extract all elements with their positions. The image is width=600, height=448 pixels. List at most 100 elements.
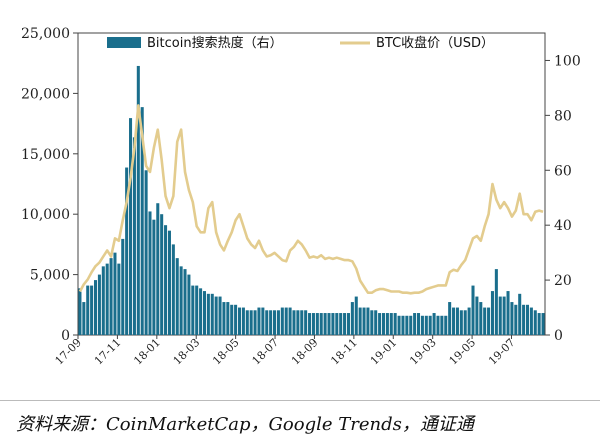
legend-bar-label: Bitcoin搜索热度（右）: [147, 35, 283, 51]
search-volume-bar: [78, 288, 82, 335]
search-volume-bar: [420, 315, 424, 335]
search-volume-bar: [202, 291, 206, 335]
search-volume-bar: [331, 313, 335, 335]
search-volume-bar: [269, 310, 273, 335]
search-volume-bar: [230, 304, 234, 335]
x-axis-tick-label: 18-09: [289, 336, 321, 368]
plot-area: [77, 32, 546, 336]
search-volume-bar: [467, 307, 471, 335]
search-volume-bar: [261, 307, 265, 335]
search-volume-bar: [237, 307, 242, 335]
search-volume-bar: [113, 252, 117, 335]
search-volume-bar: [510, 302, 514, 335]
search-volume-bar: [393, 313, 397, 335]
search-volume-bar: [160, 214, 164, 335]
left-axis-tick-label: 25,000: [21, 26, 70, 42]
search-volume-bar: [308, 313, 312, 335]
search-volume-bar: [374, 310, 378, 335]
search-volume-bar: [366, 307, 370, 335]
search-volume-bar: [253, 310, 257, 335]
search-volume-bar: [362, 307, 366, 335]
left-axis-tick-label: 0: [61, 328, 70, 344]
search-volume-bar: [409, 315, 413, 335]
search-volume-bar: [343, 313, 347, 335]
search-volume-bar: [148, 211, 152, 335]
left-axis-tick-label: 5,000: [30, 268, 70, 284]
left-axis-tick-label: 15,000: [21, 147, 70, 163]
search-volume-bar: [487, 307, 491, 335]
search-volume-bar: [494, 269, 498, 335]
search-volume-bar: [195, 285, 199, 335]
search-volume-bar: [436, 315, 440, 335]
right-axis-tick-label: 0: [554, 328, 563, 344]
search-volume-bar: [234, 304, 238, 335]
search-volume-bar: [378, 313, 382, 335]
search-volume-bar: [183, 269, 187, 335]
search-volume-bar: [428, 315, 432, 335]
legend: Bitcoin搜索热度（右） BTC收盘价（USD）: [107, 35, 494, 51]
x-axis-tick-label: 19-03: [407, 336, 439, 368]
search-volume-bar: [541, 313, 545, 335]
search-volume-bar: [311, 313, 315, 335]
right-axis-tick-label: 60: [554, 163, 572, 179]
search-volume-bar: [132, 137, 136, 335]
search-volume-bar: [533, 310, 537, 335]
x-axis-tick-label: 19-01: [368, 336, 400, 368]
search-volume-bar: [125, 167, 129, 335]
search-volume-bar: [490, 291, 494, 335]
search-volume-bar: [222, 302, 226, 335]
search-volume-bar: [319, 313, 323, 335]
search-volume-bar: [358, 307, 362, 335]
search-volume-bar: [187, 274, 191, 335]
search-volume-bar: [370, 310, 374, 335]
search-volume-bar: [257, 307, 261, 335]
search-volume-bar: [518, 293, 522, 335]
search-volume-bar: [226, 302, 230, 335]
right-axis-tick-label: 100: [554, 53, 581, 69]
search-volume-bar: [164, 225, 168, 335]
search-volume-bar: [452, 307, 456, 335]
right-axis-tick-label: 40: [554, 218, 572, 234]
search-volume-bar: [350, 302, 354, 335]
search-volume-bar: [502, 296, 506, 335]
search-volume-bar: [280, 307, 284, 335]
search-volume-bar: [483, 307, 487, 335]
plot-frame: [77, 32, 546, 336]
search-volume-bar: [167, 230, 171, 335]
search-volume-bar: [405, 315, 409, 335]
x-axis-tick-label: 18-05: [210, 336, 242, 368]
search-volume-bar: [323, 313, 327, 335]
search-volume-bar: [245, 310, 249, 335]
search-volume-bar: [448, 302, 452, 335]
search-volume-bar: [140, 107, 144, 335]
search-volume-bar: [529, 307, 533, 335]
btc-price-line-group: [78, 104, 544, 295]
search-volume-bar: [413, 313, 417, 335]
search-volume-bar: [156, 203, 160, 335]
search-volume-bar: [206, 293, 210, 335]
search-volume-bar: [397, 315, 401, 335]
search-volume-bar: [479, 302, 483, 335]
search-volume-bar: [506, 291, 510, 335]
search-volume-bar: [105, 263, 109, 335]
search-volume-bar: [129, 118, 133, 335]
footer-divider: [0, 400, 600, 401]
search-volume-bar: [315, 313, 319, 335]
search-volume-bar: [241, 307, 245, 335]
search-volume-bar: [191, 285, 195, 335]
x-axis-tick-label: 18-03: [171, 336, 203, 368]
search-volume-bar: [440, 315, 444, 335]
search-volume-bar: [210, 293, 214, 335]
search-volume-bar: [288, 307, 292, 335]
search-volume-bar: [522, 304, 526, 335]
search-volume-bar: [444, 315, 448, 335]
search-volume-bar: [401, 315, 405, 335]
x-axis-tick-label: 18-11: [328, 336, 360, 368]
search-volume-bar: [354, 296, 358, 335]
right-axis-tick-label: 80: [554, 108, 572, 124]
search-volume-bar: [276, 310, 280, 335]
search-volume-bar: [525, 304, 530, 335]
right-axis-tick-label: 20: [554, 273, 572, 289]
search-volume-bar: [171, 244, 175, 335]
search-volume-bar: [97, 274, 101, 335]
